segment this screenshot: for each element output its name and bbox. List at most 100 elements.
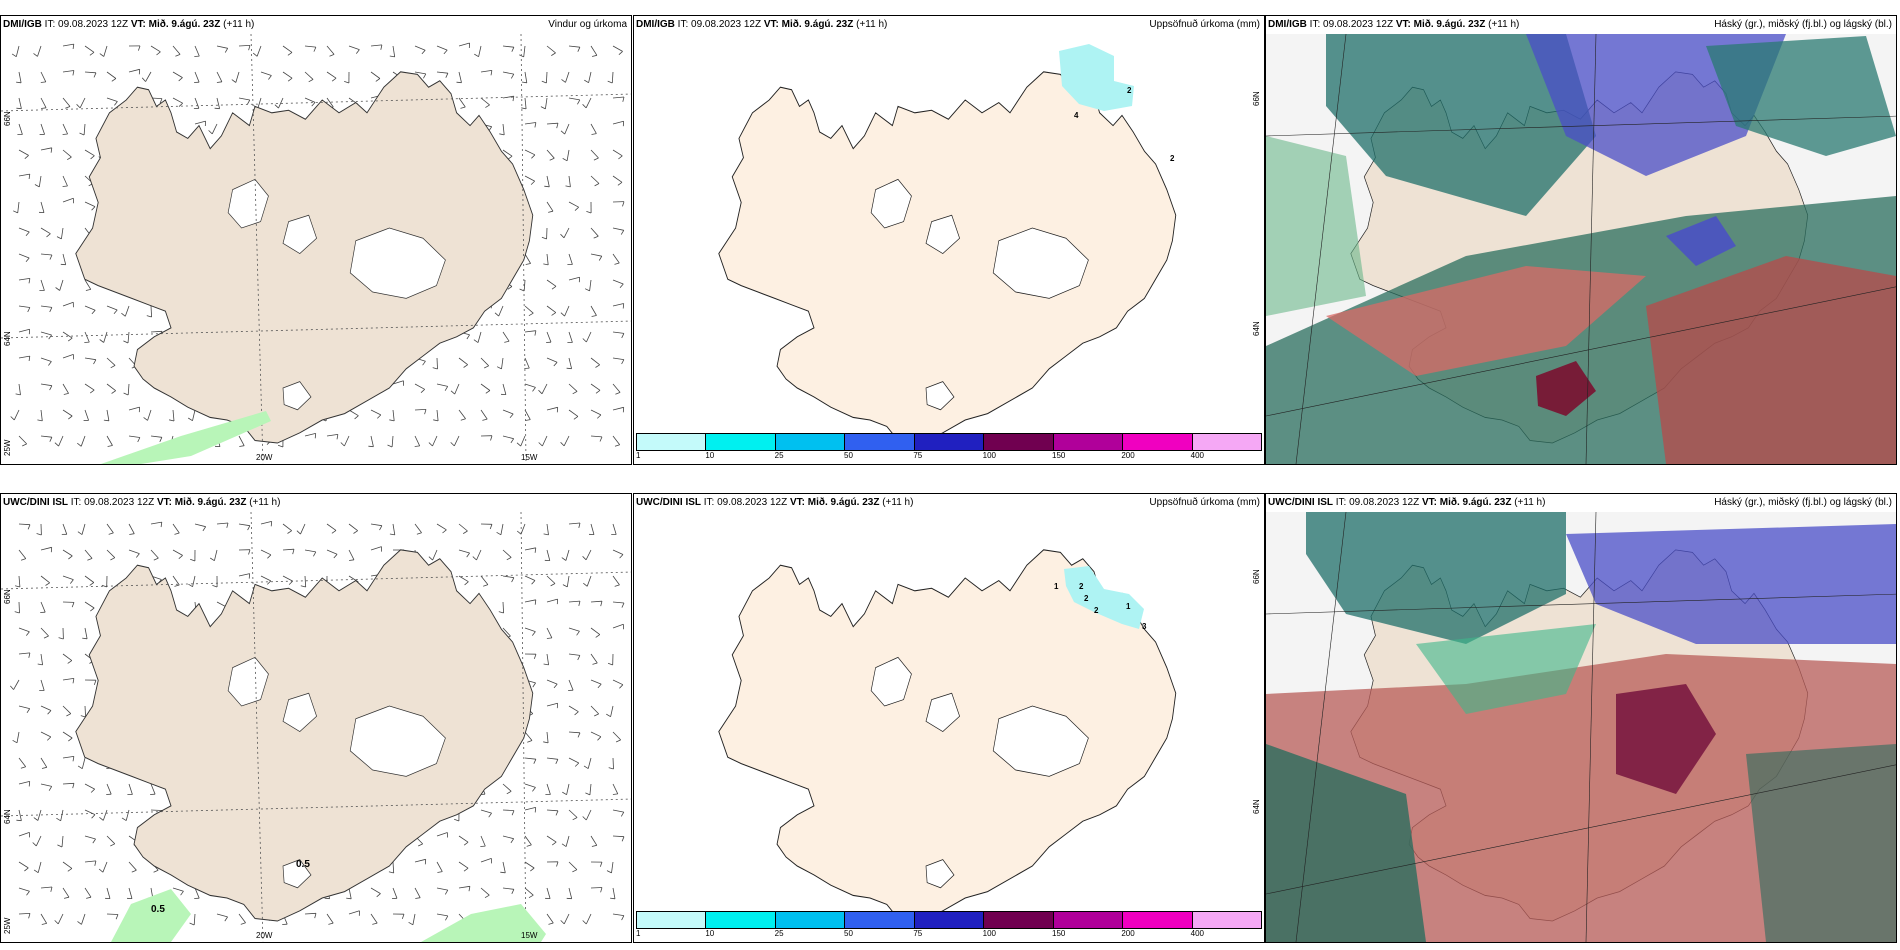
wind-barb [106, 783, 112, 795]
wind-barb [450, 383, 460, 395]
wind-barb [18, 278, 31, 284]
glacier [870, 656, 912, 707]
wind-barb [16, 71, 22, 84]
lon-label: 20W [256, 931, 273, 940]
wind-barb [121, 809, 130, 821]
wind-barb [304, 549, 317, 557]
wind-barb [494, 305, 504, 317]
wind-barb [14, 601, 20, 614]
wind-barb [103, 409, 110, 422]
panel-header: UWC/DINI ISL IT: 09.08.2023 12Z VT: Mið.… [636, 497, 914, 508]
glacier [349, 227, 446, 299]
wind-barb [62, 123, 68, 135]
wind-barb [436, 887, 449, 895]
wind-barb [546, 861, 559, 867]
wind-barb [83, 409, 89, 421]
wind-barb [566, 887, 573, 900]
wind-barb [18, 705, 31, 714]
wind-barb [304, 433, 317, 439]
wind-barb [12, 731, 20, 744]
precip-value-label: 2 [1127, 86, 1132, 95]
wind-barb [458, 575, 469, 586]
wind-barb [216, 45, 229, 53]
wind-barb [56, 809, 64, 822]
wind-barb [123, 331, 130, 344]
wind-barb [40, 601, 46, 613]
wind-barb [480, 858, 492, 864]
wind-barb [544, 549, 551, 561]
wind-barb [62, 756, 75, 762]
wind-barb [606, 705, 614, 718]
wind-barb [546, 575, 556, 587]
wind-barb [565, 175, 571, 188]
wind-barb [238, 913, 246, 925]
wind-barb [562, 575, 570, 588]
wind-barb [106, 383, 116, 394]
wind-barb [62, 383, 69, 395]
wind-barb [33, 45, 42, 57]
colorbar-ticks: 1 10 25 50 75 100 150 200 400 [636, 451, 1260, 461]
wind-barb [77, 757, 86, 770]
wind-barb [84, 549, 93, 561]
colorbar-swatch [1053, 434, 1124, 450]
colorbar-swatch [845, 912, 915, 928]
wind-barb [344, 71, 350, 84]
wind-barb [18, 328, 30, 335]
glacier [282, 859, 312, 889]
wind-barb [560, 227, 570, 239]
wind-barb [62, 782, 75, 789]
wind-barb [524, 575, 536, 585]
wind-barb [472, 549, 482, 561]
wind-barb [524, 383, 536, 392]
colorbar-ticks: 1 10 25 50 75 100 150 200 400 [636, 929, 1260, 939]
wind-barb [546, 122, 559, 129]
wind-barb [62, 678, 75, 684]
wind-barb [77, 523, 86, 535]
wind-barb [84, 45, 95, 56]
colorbar-swatch [845, 434, 915, 450]
wind-barb [37, 653, 43, 666]
wind-barb [216, 71, 223, 83]
wind-barb [436, 523, 447, 534]
wind-barb [568, 653, 581, 661]
colorbar-tick: 200 [1121, 451, 1135, 460]
wind-barb [568, 409, 579, 420]
wind-barb [458, 835, 469, 846]
wind-map [1, 511, 631, 942]
wind-barb [480, 575, 489, 587]
wind-barb [128, 435, 141, 443]
wind-barb [370, 71, 381, 82]
wind-barb [612, 303, 625, 309]
wind-barb [524, 653, 537, 660]
wind-barb [610, 887, 616, 900]
wind-barb [84, 809, 96, 819]
wind-barb [584, 279, 592, 292]
wind-barb [458, 549, 470, 558]
colorbar-swatch [637, 912, 707, 928]
wind-barb [561, 549, 570, 561]
wind-barb [458, 97, 466, 109]
wind-barb [585, 783, 592, 796]
wind-barb [84, 71, 97, 78]
wind-barb [216, 913, 228, 922]
wind-barb [62, 331, 73, 342]
precip-area [421, 904, 546, 942]
wind-barb [524, 835, 532, 847]
wind-barb [502, 95, 515, 102]
wind-barb [524, 783, 536, 792]
wind-barb [480, 409, 488, 421]
colorbar-tick: 400 [1190, 929, 1205, 938]
low-cloud-area [1706, 36, 1896, 156]
wind-barb [524, 330, 537, 336]
wind-barb [33, 861, 42, 874]
low-cloud-area [1326, 34, 1596, 216]
wind-barb [15, 383, 21, 396]
wind-barb [568, 861, 578, 873]
wind-barb [567, 253, 573, 265]
wind-barb [127, 783, 133, 795]
wind-barb [57, 835, 64, 848]
wind-barb [39, 123, 45, 135]
wind-barb [568, 45, 581, 52]
wind-barb [432, 357, 438, 370]
precip-value-label: 2 [1170, 154, 1175, 163]
